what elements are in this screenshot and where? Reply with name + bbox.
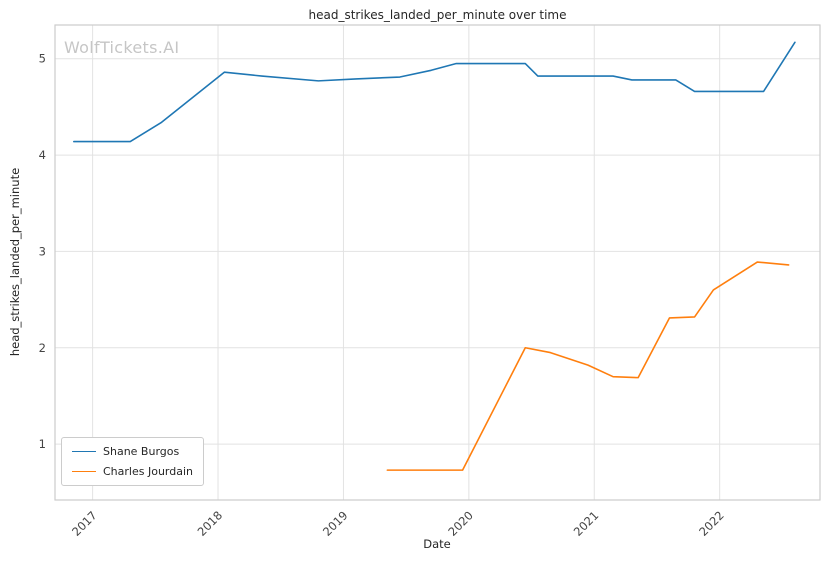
legend-item: Shane Burgos [72,445,193,458]
x-tick-label: 2020 [445,508,476,539]
y-tick-label: 1 [39,437,46,451]
x-tick-label: 2021 [571,508,602,539]
legend-line-swatch [72,471,96,472]
y-tick-label: 2 [39,341,46,355]
x-tick-label: 2022 [696,508,727,539]
x-tick-label: 2018 [195,508,226,539]
x-tick-label: 2017 [69,508,100,539]
y-tick-label: 4 [39,148,46,162]
legend-item: Charles Jourdain [72,465,193,478]
y-axis-label: head_strikes_landed_per_minute [8,167,22,357]
legend-label: Shane Burgos [103,445,180,458]
chart-title: head_strikes_landed_per_minute over time [308,8,567,22]
legend-label: Charles Jourdain [103,465,193,478]
legend: Shane Burgos Charles Jourdain [61,437,204,486]
x-tick-label: 2019 [320,508,351,539]
x-axis-label: Date [423,537,451,551]
legend-line-swatch [72,451,96,452]
plot-border [54,24,821,501]
series-line-shane-burgos [73,41,796,143]
y-tick-label: 5 [39,52,46,66]
y-tick-label: 3 [39,244,46,258]
series-line-charles-jourdain [386,261,790,471]
